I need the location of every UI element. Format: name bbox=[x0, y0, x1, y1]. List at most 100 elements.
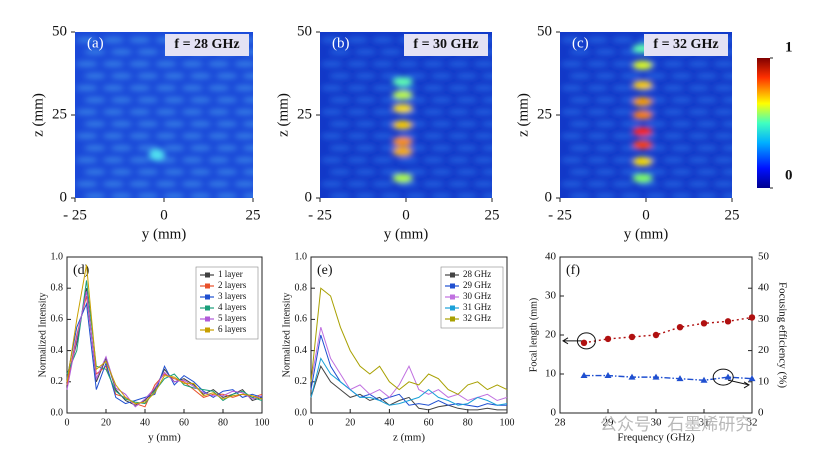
heatmap-stripe bbox=[234, 109, 253, 115]
heatmap-stripe bbox=[354, 97, 377, 103]
heatmap-stripe bbox=[329, 169, 351, 175]
point bbox=[628, 373, 636, 380]
y-tick-label: 25 bbox=[537, 106, 552, 122]
heatmap-stripe bbox=[430, 169, 453, 175]
heatmap-stripe bbox=[473, 157, 492, 163]
heatmap-stripe bbox=[234, 133, 253, 139]
y-axis-label: Normalized Intensity bbox=[37, 293, 48, 378]
heatmap-stripe bbox=[662, 133, 685, 139]
heatmap-stripe bbox=[329, 145, 351, 151]
heatmap-stripe bbox=[405, 97, 427, 103]
heatmap-stripe bbox=[102, 181, 125, 187]
legend-marker bbox=[205, 283, 210, 289]
heatmap-stripe bbox=[163, 193, 185, 198]
heatmap-stripe bbox=[207, 61, 230, 67]
x-tick-label: - 25 bbox=[308, 207, 332, 223]
heatmap-stripe bbox=[561, 157, 583, 163]
x-axis-label: y (mm) bbox=[624, 226, 669, 242]
y-tick-label: 0.2 bbox=[51, 376, 64, 387]
heatmap-stripe bbox=[163, 169, 185, 175]
heatmap-stripe bbox=[110, 73, 133, 79]
highlight-circle bbox=[712, 368, 734, 386]
heatmap-image bbox=[560, 32, 732, 198]
legend-box bbox=[195, 266, 259, 340]
panel-label: (f) bbox=[566, 263, 580, 278]
heatmap-stripe bbox=[397, 85, 419, 91]
x-axis-label: y (mm) bbox=[142, 226, 187, 242]
watermark: 公众号 · 石墨烯研究 bbox=[600, 415, 752, 435]
legend-marker bbox=[205, 305, 210, 311]
heatmap-stripe bbox=[128, 133, 151, 139]
heatmap-stripe bbox=[455, 97, 478, 103]
heatmap-stripe bbox=[645, 73, 667, 79]
heatmap-stripe bbox=[611, 109, 634, 115]
heatmap-stripe bbox=[84, 97, 106, 103]
heatmap-stripe bbox=[473, 109, 492, 115]
legend-label: 28 GHz bbox=[463, 269, 491, 279]
annotation-box bbox=[404, 34, 488, 56]
heatmap-stripe bbox=[189, 121, 212, 127]
heatmap-stripe bbox=[354, 49, 377, 55]
series-line bbox=[66, 291, 263, 408]
heatmap-stripe bbox=[136, 121, 159, 127]
y-tick-label: 50 bbox=[297, 23, 312, 39]
heatmap-stripe bbox=[586, 37, 609, 43]
point bbox=[652, 373, 660, 380]
legend-marker bbox=[205, 294, 210, 300]
y-axis-label: z (mm) bbox=[30, 93, 46, 137]
heatmap-stripe bbox=[207, 133, 230, 139]
heatmap-stripe bbox=[346, 133, 369, 139]
heatmap-stripe bbox=[76, 133, 98, 139]
heatmap-stripe bbox=[136, 169, 159, 175]
heatmap-stripe bbox=[670, 193, 693, 198]
heatmap-stripe bbox=[670, 97, 693, 103]
heatmap-stripe bbox=[102, 61, 125, 67]
heatmap-stripe bbox=[695, 169, 718, 175]
y-axis-label: Focal length (mm) bbox=[528, 298, 539, 372]
heatmap-stripe bbox=[662, 85, 685, 91]
y-tick-label: 30 bbox=[545, 290, 557, 302]
x-tick-label: 0 bbox=[402, 207, 410, 223]
legend-marker bbox=[450, 305, 455, 311]
x-tick-label: 29 bbox=[603, 417, 615, 429]
heatmap-stripe bbox=[611, 37, 634, 43]
heatmap-stripe bbox=[586, 181, 609, 187]
x-tick-label: 25 bbox=[246, 207, 261, 223]
heatmap-stripe bbox=[619, 121, 642, 127]
heatmap-stripe bbox=[379, 169, 402, 175]
series-line bbox=[310, 365, 507, 411]
heatmap-stripe bbox=[619, 73, 642, 79]
legend-marker bbox=[450, 272, 455, 278]
heatmap-stripe bbox=[136, 193, 159, 198]
x-tick-label: 0 bbox=[160, 207, 168, 223]
point bbox=[748, 375, 756, 382]
heatmap-stripe bbox=[371, 157, 394, 163]
colorbar bbox=[757, 58, 770, 188]
heatmap-stripe bbox=[329, 97, 351, 103]
x-tick-label: 0 bbox=[309, 417, 314, 428]
x-tick-label: 20 bbox=[345, 417, 355, 428]
heatmap-stripe bbox=[569, 145, 591, 151]
heatmap-stripe bbox=[455, 73, 478, 79]
heatmap-stripe bbox=[473, 61, 492, 67]
series-line bbox=[66, 301, 263, 405]
heatmap-stripe bbox=[234, 157, 253, 163]
heatmap-stripe bbox=[422, 61, 445, 67]
heatmap-stripe bbox=[687, 61, 710, 67]
heatmap-stripe bbox=[379, 193, 402, 198]
heatmap-stripe bbox=[447, 133, 470, 139]
heatmap-stripe bbox=[695, 145, 718, 151]
heatmap-hotspot bbox=[632, 127, 653, 137]
heatmap-stripe bbox=[76, 85, 98, 91]
y-tick-label: 0 bbox=[305, 189, 313, 205]
heatmap-stripe bbox=[695, 193, 718, 198]
heatmap-stripe bbox=[76, 61, 98, 67]
y-tick-label: 0.6 bbox=[51, 314, 64, 325]
heatmap-stripe bbox=[662, 181, 685, 187]
point bbox=[580, 372, 588, 379]
y-axis-label: z (mm) bbox=[275, 93, 291, 137]
heatmap-stripe bbox=[569, 121, 591, 127]
heatmap-stripe bbox=[102, 109, 125, 115]
heatmap-stripe bbox=[215, 97, 238, 103]
heatmap-stripe bbox=[128, 37, 151, 43]
